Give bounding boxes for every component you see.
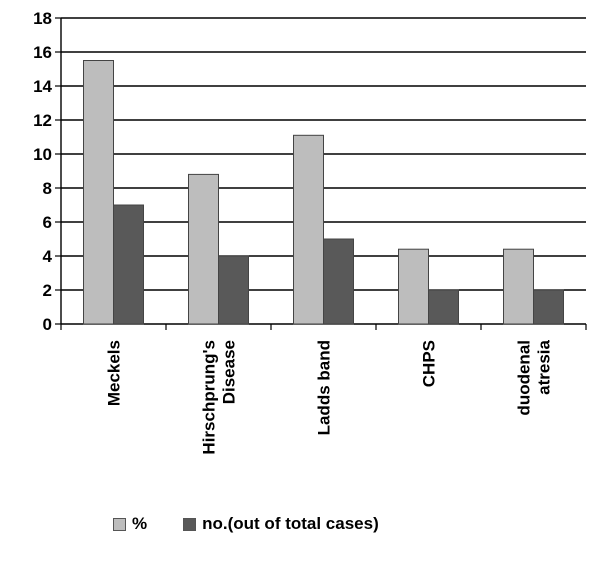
y-tick-label: 10 <box>33 145 52 164</box>
x-category-label: duodenal <box>515 340 534 416</box>
bar-percent <box>503 248 534 325</box>
x-category-label: Ladds band <box>315 340 334 435</box>
y-tick-label: 14 <box>33 77 52 96</box>
bar-percent <box>188 173 219 325</box>
legend-item-percent: % <box>113 514 147 534</box>
bar-percent <box>83 60 114 325</box>
legend-swatch-percent <box>113 517 126 531</box>
x-category-label: CHPS <box>420 340 439 387</box>
bar-count <box>323 238 354 325</box>
y-tick-label: 4 <box>43 247 53 266</box>
y-tick-label: 6 <box>43 213 52 232</box>
legend-label-count: no.(out of total cases) <box>202 514 379 533</box>
x-category-label: Disease <box>220 340 239 404</box>
y-tick-label: 16 <box>33 43 52 62</box>
legend-item-count: no.(out of total cases) <box>183 514 379 534</box>
bar-count <box>113 204 144 325</box>
bar-percent <box>398 248 429 325</box>
legend-swatch-count <box>183 517 197 531</box>
x-category-label: Hirschprung's <box>200 340 219 455</box>
x-category-label: Meckels <box>105 340 124 406</box>
y-tick-label: 12 <box>33 111 52 130</box>
bar-percent <box>293 134 324 325</box>
x-category-label: atresia <box>535 339 554 394</box>
bar-count <box>428 289 459 325</box>
y-tick-label: 0 <box>43 315 52 334</box>
y-tick-label: 2 <box>43 281 52 300</box>
bar-count <box>218 255 249 325</box>
legend-label-percent: % <box>132 514 148 533</box>
bar-count <box>533 289 564 325</box>
y-tick-label: 18 <box>33 9 52 28</box>
legend: % no.(out of total cases) <box>113 512 415 536</box>
y-tick-label: 8 <box>43 179 52 198</box>
